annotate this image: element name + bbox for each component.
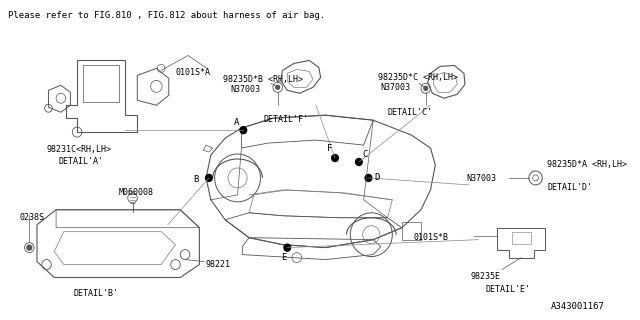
- Text: DETAIL'C': DETAIL'C': [388, 108, 433, 117]
- Text: F: F: [328, 144, 333, 153]
- Text: D: D: [374, 173, 380, 182]
- Circle shape: [205, 174, 212, 181]
- Text: 0101S*A: 0101S*A: [175, 68, 211, 77]
- Text: C: C: [363, 149, 368, 158]
- Text: N37003: N37003: [381, 83, 411, 92]
- Circle shape: [284, 244, 291, 251]
- Circle shape: [332, 155, 339, 162]
- Text: M060008: M060008: [118, 188, 153, 197]
- Circle shape: [356, 158, 362, 165]
- Text: 98235E: 98235E: [470, 271, 500, 281]
- Text: 98235D*B <RH,LH>: 98235D*B <RH,LH>: [223, 76, 303, 84]
- Text: DETAIL'D': DETAIL'D': [547, 183, 592, 192]
- Text: DETAIL'F': DETAIL'F': [264, 115, 308, 124]
- Text: 98231C<RH,LH>: 98231C<RH,LH>: [47, 145, 111, 154]
- Bar: [402, 222, 421, 240]
- Text: 0101S*B: 0101S*B: [413, 233, 449, 242]
- Text: Please refer to FIG.810 , FIG.812 about harness of air bag.: Please refer to FIG.810 , FIG.812 about …: [8, 11, 326, 20]
- Text: 98235D*C <RH,LH>: 98235D*C <RH,LH>: [378, 73, 458, 82]
- Text: DETAIL'B': DETAIL'B': [74, 289, 118, 299]
- Text: E: E: [282, 253, 287, 262]
- Circle shape: [424, 86, 428, 90]
- Text: A343001167: A343001167: [550, 302, 604, 311]
- Text: N37003: N37003: [230, 85, 260, 94]
- Text: DETAIL'A': DETAIL'A': [58, 157, 103, 166]
- Circle shape: [276, 85, 280, 89]
- Text: DETAIL'E': DETAIL'E': [486, 285, 531, 294]
- Text: N37003: N37003: [467, 174, 497, 183]
- Text: 0238S: 0238S: [20, 213, 45, 222]
- Bar: [512, 232, 531, 244]
- Circle shape: [240, 127, 246, 134]
- Text: A: A: [234, 118, 239, 127]
- Circle shape: [27, 245, 32, 250]
- Text: B: B: [194, 175, 199, 184]
- Text: 98235D*A <RH,LH>: 98235D*A <RH,LH>: [547, 160, 627, 169]
- Circle shape: [365, 174, 372, 181]
- Text: 98221: 98221: [205, 260, 230, 268]
